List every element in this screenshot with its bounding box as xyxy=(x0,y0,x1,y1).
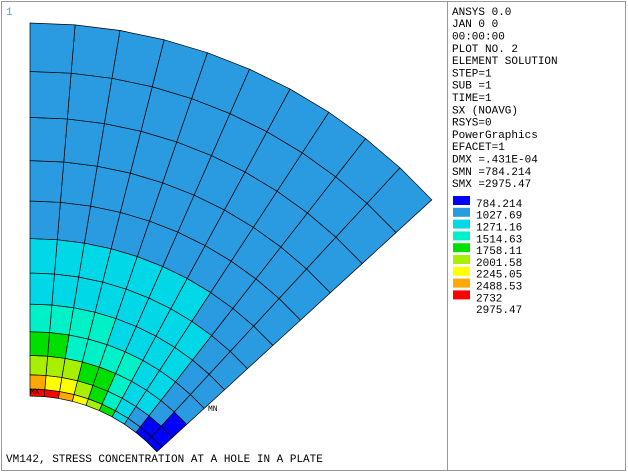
legend-swatch xyxy=(453,219,470,229)
legend-swatch xyxy=(453,290,470,300)
window-number: 1 xyxy=(6,7,13,19)
legend-label: 1514.63 xyxy=(476,234,522,246)
info-line: TIME=1 xyxy=(452,93,492,105)
element xyxy=(29,272,55,306)
element xyxy=(29,355,48,376)
legend-label: 2001.58 xyxy=(476,258,522,270)
legend-label: 2975.47 xyxy=(476,305,522,317)
legend-label: 784.214 xyxy=(476,199,523,211)
legend-swatch xyxy=(453,278,470,288)
element xyxy=(29,200,61,241)
element xyxy=(70,24,121,79)
legend: 784.2141027.691271.161514.631758.112001.… xyxy=(453,196,523,317)
element xyxy=(63,118,105,167)
legend-label: 1758.11 xyxy=(476,246,523,258)
min-marker: MN xyxy=(208,405,218,414)
info-line: DMX =.431E-04 xyxy=(452,155,538,167)
legend-label: 2732 xyxy=(476,293,502,305)
legend-label: 2488.53 xyxy=(476,282,522,294)
element xyxy=(29,71,72,120)
info-line: SUB =1 xyxy=(452,81,492,93)
element xyxy=(45,355,66,378)
info-line: SX (NOAVG) xyxy=(452,105,518,117)
legend-label: 2245.05 xyxy=(476,270,522,282)
info-line: PLOT NO. 2 xyxy=(452,44,518,56)
element xyxy=(29,160,65,203)
element xyxy=(51,273,80,309)
element xyxy=(29,22,76,74)
info-line: ELEMENT SOLUTION xyxy=(452,56,558,68)
info-line: RSYS=0 xyxy=(452,118,492,130)
legend-swatch xyxy=(453,231,470,241)
info-line: PowerGraphics xyxy=(452,130,538,142)
info-line: SMN =784.214 xyxy=(452,167,532,179)
element xyxy=(47,332,70,359)
element xyxy=(44,375,63,392)
info-line: 00:00:00 xyxy=(452,32,505,44)
legend-frame xyxy=(447,1,626,471)
legend-swatch xyxy=(453,196,470,205)
mesh xyxy=(29,22,433,453)
legend-swatch xyxy=(453,255,470,264)
info-line: EFACET=1 xyxy=(452,142,505,154)
legend-label: 1271.16 xyxy=(476,223,522,235)
legend-swatch xyxy=(453,266,470,276)
legend-label: 1027.69 xyxy=(476,211,522,223)
info-line: STEP=1 xyxy=(452,68,492,80)
info-line: SMX =2975.47 xyxy=(452,179,531,191)
info-line: JAN 0 0 xyxy=(452,19,498,31)
element xyxy=(29,238,58,275)
max-marker: MX xyxy=(30,388,40,397)
element xyxy=(56,201,91,244)
element xyxy=(29,303,53,333)
element xyxy=(29,117,68,163)
caption: VM142, STRESS CONCENTRATION AT A HOLE IN… xyxy=(6,454,323,466)
legend-swatch xyxy=(453,243,470,253)
info-line: ANSYS 0.0 xyxy=(452,7,511,19)
element xyxy=(49,304,74,336)
element xyxy=(60,161,98,207)
element xyxy=(54,239,85,278)
legend-swatch xyxy=(453,207,470,217)
element xyxy=(66,72,113,124)
element xyxy=(29,331,50,357)
